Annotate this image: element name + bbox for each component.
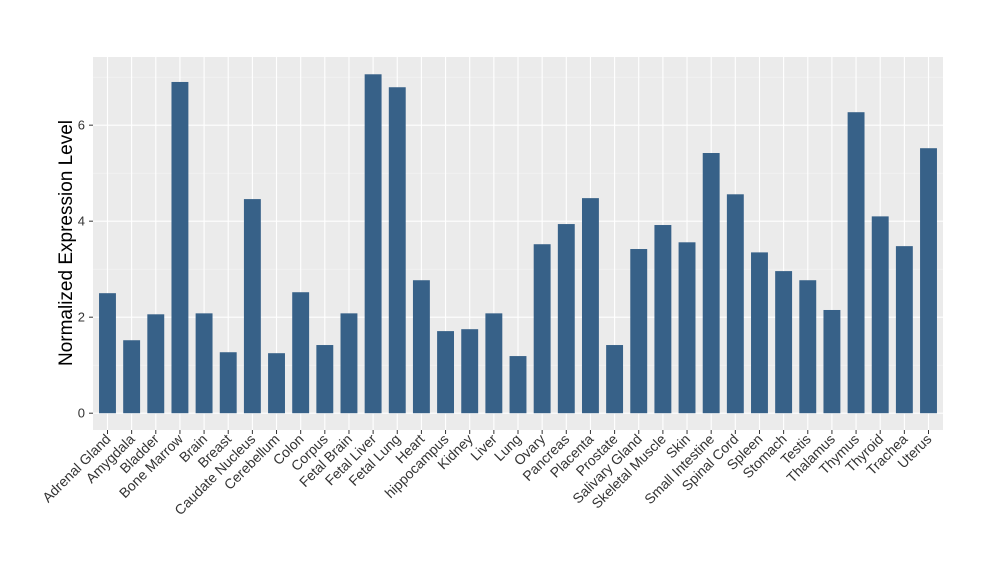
bar	[485, 313, 503, 414]
y-tick-label: 2	[78, 310, 85, 325]
y-tick-label: 4	[78, 214, 85, 229]
bar	[509, 356, 527, 414]
bar	[147, 314, 165, 414]
bar	[533, 244, 551, 414]
bar	[920, 148, 937, 414]
bar	[606, 345, 624, 414]
bar	[823, 309, 841, 414]
bar	[99, 293, 116, 414]
bar	[292, 292, 310, 414]
bar	[219, 352, 237, 414]
bar	[630, 249, 648, 414]
bar	[654, 225, 672, 414]
bar	[461, 329, 479, 414]
bar	[678, 242, 696, 414]
bar	[895, 246, 913, 414]
bar	[243, 199, 261, 414]
bar	[847, 112, 865, 414]
bar	[726, 194, 744, 414]
bar	[340, 313, 358, 414]
bar	[268, 353, 285, 414]
y-tick-label: 6	[78, 118, 85, 133]
bar	[437, 331, 455, 414]
y-axis-title: Normalized Expression Level	[56, 120, 77, 366]
bar	[123, 340, 141, 414]
bar	[581, 198, 599, 414]
bar	[364, 74, 382, 414]
y-tick-label: 0	[78, 406, 85, 421]
bar	[557, 224, 575, 414]
bar	[316, 345, 334, 414]
bar	[388, 87, 406, 414]
bar	[751, 252, 768, 414]
bar	[871, 216, 889, 414]
bar	[412, 280, 430, 414]
bar	[775, 271, 793, 414]
bar	[702, 153, 720, 414]
bar	[799, 280, 817, 414]
bar	[195, 313, 213, 414]
bar	[171, 81, 189, 414]
